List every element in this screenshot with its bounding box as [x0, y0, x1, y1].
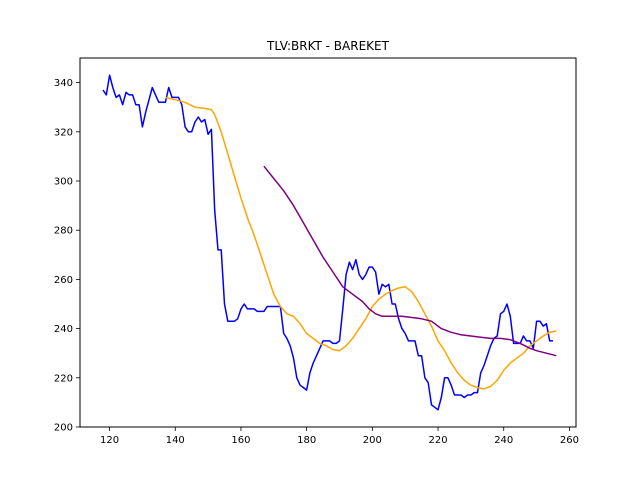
x-tick-label: 160 [231, 435, 250, 446]
y-tick-label: 200 [54, 423, 73, 434]
series-line-3 [263, 165, 557, 357]
x-tick-label: 120 [100, 435, 119, 446]
y-tick-label: 320 [54, 127, 73, 138]
y-tick-label: 260 [54, 275, 73, 286]
y-tick-label: 280 [54, 226, 73, 237]
plot-frame [79, 57, 577, 428]
x-tick-label: 260 [560, 435, 579, 446]
x-tick-label: 220 [428, 435, 447, 446]
x-tick-label: 200 [363, 435, 382, 446]
y-tick-label: 300 [54, 177, 73, 188]
y-axis: 200 220 240 260 280 300 320 340 [54, 78, 80, 434]
x-tick-label: 180 [297, 435, 316, 446]
x-axis: 120 140 160 180 200 220 240 260 [100, 427, 579, 446]
y-tick-label: 340 [54, 78, 73, 89]
series-line-1 [102, 74, 553, 411]
series-line-2 [165, 96, 557, 390]
x-tick-label: 240 [494, 435, 513, 446]
y-tick-label: 240 [54, 324, 73, 335]
chart-title: TLV:BRKT - BAREKET [266, 39, 390, 53]
x-tick-label: 140 [166, 435, 185, 446]
y-tick-label: 220 [54, 373, 73, 384]
plot-lines [102, 74, 557, 411]
